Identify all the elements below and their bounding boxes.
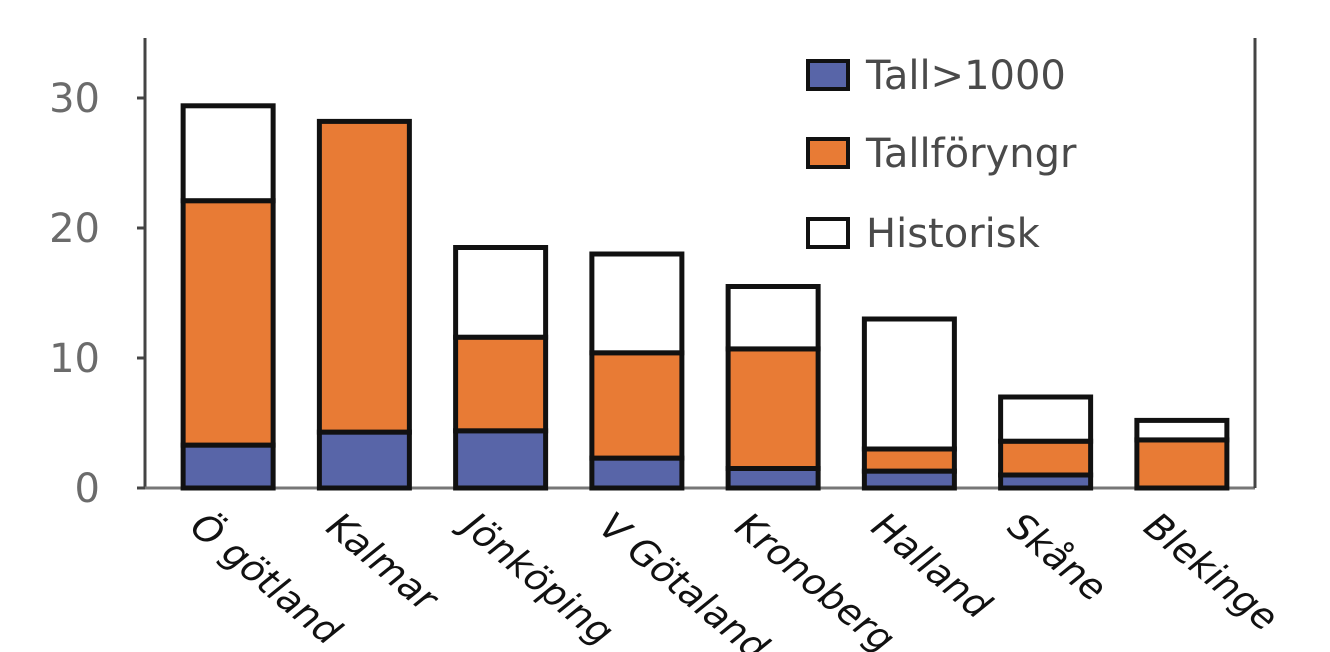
legend: Tall>1000 Tallföryngr Historisk (806, 53, 1077, 257)
x-category-label: Jönköping (449, 499, 621, 652)
bar-segment (861, 468, 957, 491)
bar-segment (589, 350, 685, 461)
x-category-label: Blekinge (1136, 504, 1286, 640)
bar-segment (725, 284, 821, 352)
x-category-label: Ö götland (182, 504, 349, 652)
bar-segment (1134, 437, 1230, 491)
y-tick-label: 20 (49, 206, 100, 252)
bar-segment (180, 442, 276, 491)
legend-label: Tall>1000 (865, 53, 1066, 99)
bars (180, 103, 1230, 491)
bar-segment (453, 334, 549, 434)
bar-segment (180, 198, 276, 448)
legend-swatch (806, 59, 850, 91)
y-tick-label: 30 (49, 76, 100, 122)
bar-segment (725, 346, 821, 471)
bar-segment (453, 245, 549, 340)
legend-swatch (806, 137, 850, 169)
x-category-label: Skåne (1000, 504, 1115, 610)
legend-label: Historisk (866, 211, 1041, 257)
bar-segment (725, 466, 821, 491)
y-tick-label: 10 (49, 336, 100, 382)
bar-segment (998, 438, 1094, 478)
x-category-label: Halland (864, 504, 1000, 628)
bar-segment (861, 446, 957, 474)
y-tick-label: 0 (75, 466, 100, 512)
bar-segment (589, 455, 685, 491)
legend-swatch (806, 217, 850, 249)
bar-segment (316, 118, 412, 435)
bar-segment (589, 251, 685, 356)
bar-segment (861, 316, 957, 452)
bar-segment (998, 394, 1094, 444)
bar-segment (316, 429, 412, 491)
bar-segment (1134, 417, 1230, 443)
bar-segment (453, 428, 549, 491)
bar-segment (180, 103, 276, 204)
y-tick-labels: 0 10 20 30 (49, 76, 145, 512)
legend-label: Tallföryngr (865, 131, 1077, 177)
x-category-label: Kalmar (319, 504, 448, 622)
